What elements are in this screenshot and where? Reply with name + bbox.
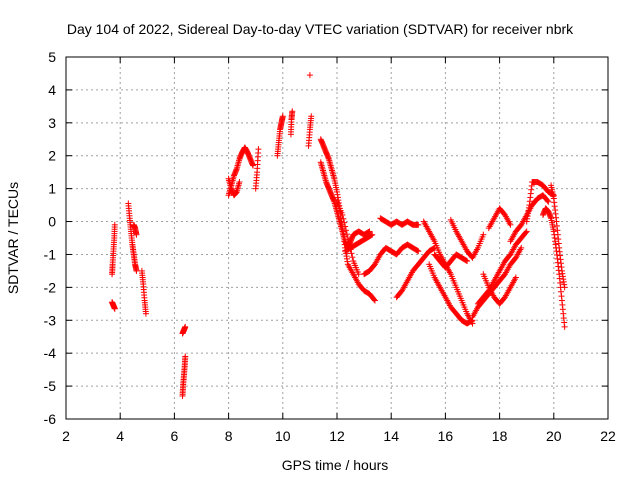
data-point xyxy=(343,227,350,234)
data-point xyxy=(308,113,315,120)
data-point xyxy=(355,271,362,278)
y-tick-label: -5 xyxy=(44,378,57,394)
x-tick-label: 20 xyxy=(546,428,562,444)
x-tick-label: 6 xyxy=(171,428,179,444)
data-point xyxy=(544,197,551,204)
data-point xyxy=(430,245,437,252)
data-point xyxy=(464,258,471,265)
x-tick-label: 2 xyxy=(62,428,70,444)
data-point xyxy=(341,219,348,226)
data-point xyxy=(348,250,355,257)
x-tick-label: 12 xyxy=(329,428,345,444)
y-tick-label: 5 xyxy=(48,49,56,65)
y-tick-label: 2 xyxy=(48,148,56,164)
data-point xyxy=(182,353,189,360)
data-point xyxy=(133,267,140,274)
data-point xyxy=(369,231,376,238)
data-point xyxy=(340,215,347,222)
data-point xyxy=(249,162,256,169)
data-point xyxy=(507,221,514,228)
data-point xyxy=(342,223,349,230)
data-point xyxy=(236,179,243,186)
data-point xyxy=(561,284,568,291)
x-tick-label: 14 xyxy=(383,428,399,444)
y-tick-label: -1 xyxy=(44,246,57,262)
data-point xyxy=(111,305,118,312)
y-tick-label: 3 xyxy=(48,115,56,131)
data-point xyxy=(111,221,118,228)
y-tick-label: -4 xyxy=(44,345,57,361)
data-point xyxy=(371,297,378,304)
x-tick-label: 4 xyxy=(116,428,124,444)
data-point xyxy=(371,296,378,303)
x-axis-label: GPS time / hours xyxy=(282,457,389,473)
x-tick-label: 16 xyxy=(438,428,454,444)
y-tick-label: -2 xyxy=(44,279,57,295)
data-point xyxy=(343,231,350,238)
data-point xyxy=(368,232,375,239)
y-axis-label: SDTVAR / TECUs xyxy=(5,182,21,294)
data-point xyxy=(306,72,313,79)
data-point xyxy=(255,146,262,153)
data-point xyxy=(142,310,149,317)
data-point xyxy=(182,323,189,330)
data-point xyxy=(545,198,552,205)
data-point xyxy=(345,238,352,245)
y-tick-label: -6 xyxy=(44,411,57,427)
data-point xyxy=(512,274,519,281)
data-point xyxy=(415,248,422,255)
y-tick-label: -3 xyxy=(44,312,57,328)
data-point xyxy=(522,229,529,236)
data-point xyxy=(415,221,422,228)
data-point xyxy=(468,317,475,324)
data-point xyxy=(339,211,346,218)
data-point xyxy=(561,323,568,330)
data-point xyxy=(463,257,470,264)
x-tick-label: 8 xyxy=(225,428,233,444)
grid-lines xyxy=(66,57,608,419)
data-point xyxy=(133,231,140,238)
data-series-sdtvar xyxy=(109,72,568,399)
data-point xyxy=(279,113,286,120)
x-tick-label: 22 xyxy=(600,428,616,444)
data-point xyxy=(523,228,530,235)
data-point xyxy=(344,235,351,241)
data-point xyxy=(349,254,356,261)
chart-title: Day 104 of 2022, Sidereal Day-to-day VTE… xyxy=(67,21,574,37)
data-point xyxy=(414,247,421,254)
x-tick-label: 18 xyxy=(492,428,508,444)
y-tick-label: 4 xyxy=(48,82,56,98)
x-tick-label: 10 xyxy=(275,428,291,444)
data-point xyxy=(289,108,296,115)
y-tick-label: 0 xyxy=(48,214,56,230)
data-point xyxy=(518,244,525,251)
data-point xyxy=(480,231,487,238)
y-tick-label: 1 xyxy=(48,181,56,197)
